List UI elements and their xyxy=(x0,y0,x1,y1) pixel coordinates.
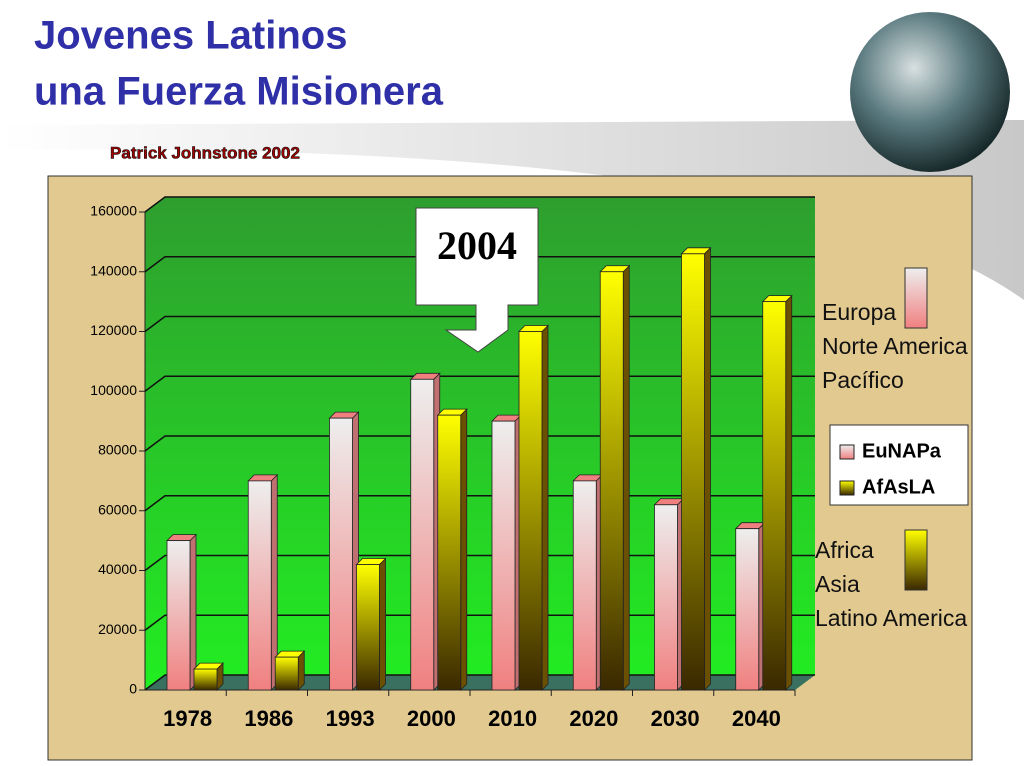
bar xyxy=(329,417,353,691)
group-label: Pacífico xyxy=(822,367,904,393)
globe xyxy=(850,12,1010,172)
x-tick-label: 2010 xyxy=(488,706,537,731)
bar xyxy=(410,378,435,691)
y-tick-label: 20000 xyxy=(98,621,137,637)
group-label: Africa xyxy=(815,537,874,563)
grid-line xyxy=(144,375,815,392)
grid-line xyxy=(144,256,815,273)
group-label: Europa xyxy=(822,299,896,325)
bar xyxy=(518,331,543,691)
bar-side xyxy=(541,324,549,691)
y-tick-label: 40000 xyxy=(98,561,137,577)
bar-side xyxy=(189,533,197,691)
bar xyxy=(491,420,516,691)
bar-side xyxy=(297,650,305,691)
x-tick-label: 2020 xyxy=(569,706,618,731)
bar-side xyxy=(785,294,793,691)
bar xyxy=(166,540,191,691)
group-label: Norte America xyxy=(822,333,968,359)
x-tick-label: 1978 xyxy=(163,706,212,731)
bar xyxy=(681,253,705,691)
marks xyxy=(139,196,815,696)
group-swatch xyxy=(904,529,928,591)
y-tick-label: 160000 xyxy=(90,203,137,219)
title-line: una Fuerza Misionera xyxy=(34,70,444,114)
legend-swatch xyxy=(839,480,855,496)
y-tick-label: 80000 xyxy=(98,442,137,458)
x-tick-label: 2000 xyxy=(407,706,456,731)
legend-label: EuNAPa xyxy=(862,440,942,462)
y-tick-label: 60000 xyxy=(98,501,137,517)
legend-swatch xyxy=(839,444,855,460)
callout-arrow xyxy=(415,207,539,353)
background-swoosh xyxy=(0,120,1024,300)
bar-side xyxy=(622,264,630,691)
grid-line xyxy=(144,315,815,333)
group-swatch xyxy=(904,267,928,329)
bar-side xyxy=(460,408,468,691)
bar xyxy=(572,480,597,691)
title-line: Jovenes Latinos xyxy=(34,14,347,58)
y-tick-label: 0 xyxy=(129,681,137,697)
bar xyxy=(193,668,218,691)
bar xyxy=(735,528,760,691)
y-tick-label: 100000 xyxy=(90,382,137,398)
subtitle: Patrick Johnstone 2002 xyxy=(110,143,300,162)
annotation: 2004 xyxy=(437,223,517,268)
y-tick-label: 140000 xyxy=(90,262,137,278)
x-tick-label: 2040 xyxy=(732,706,781,731)
bar xyxy=(356,564,380,691)
bar xyxy=(274,656,299,691)
bar xyxy=(247,480,272,691)
grid-line xyxy=(144,196,815,213)
group-label: Asia xyxy=(815,571,860,597)
x-tick-label: 2030 xyxy=(651,706,700,731)
y-tick-label: 120000 xyxy=(90,322,137,338)
plot-area xyxy=(145,197,815,690)
bar xyxy=(599,271,624,691)
bar xyxy=(762,301,787,691)
bar xyxy=(437,414,462,691)
grid-line xyxy=(144,435,815,452)
group-label: Latino America xyxy=(815,605,967,631)
plot-floor xyxy=(145,675,815,690)
x-tick-label: 1993 xyxy=(326,706,375,731)
x-tick-label: 1986 xyxy=(244,706,293,731)
bar xyxy=(654,504,678,691)
legend-label: AfAsLA xyxy=(862,476,935,498)
bar-side xyxy=(379,557,386,691)
bar-side xyxy=(704,246,711,691)
